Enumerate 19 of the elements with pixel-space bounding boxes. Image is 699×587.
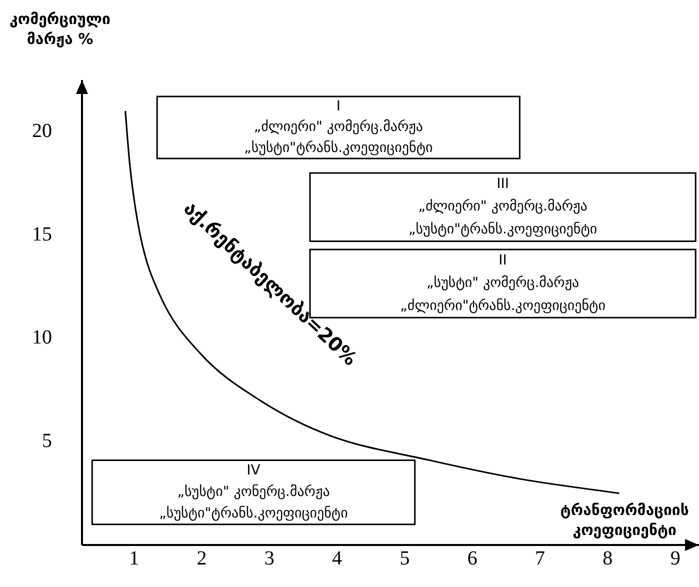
y-tick-label: 15 xyxy=(32,223,52,246)
annotation: II „სუსტი" კომერც.მარჟა „ძლიერი"ტრანს.კოეფიციენტი xyxy=(400,252,606,314)
annotation: IV „სუსტი" კონერც.მარჟა „სუსტი"ტრანს.კოეფიციენტი xyxy=(159,462,348,522)
annotation: III „ძლიერი" კომერც.მარჟა „სუსტი"ტრანს.კოეფიციენტი xyxy=(408,176,598,238)
x-tick-label: 7 xyxy=(535,547,546,570)
annotation: I „ძლიერი" კომერც.მარჟა „სუსტი"ტრანს.კოეფიციენტი xyxy=(244,98,433,156)
x-axis-title: ტრანფორმაციის კოეფიციენტი xyxy=(560,500,689,539)
x-tick-label: 1 xyxy=(129,547,140,570)
x-tick-label: 8 xyxy=(602,547,613,570)
y-tick-label: 5 xyxy=(42,430,52,452)
x-tick-label: 6 xyxy=(467,547,478,570)
x-tick-label: 5 xyxy=(400,547,410,570)
x-tick-label: 4 xyxy=(332,547,342,570)
y-axis-title: კომერციული მარჟა % xyxy=(10,10,110,48)
x-tick-label: 3 xyxy=(264,547,274,570)
x-tick-label: 2 xyxy=(196,547,207,570)
y-tick-label: 10 xyxy=(32,326,52,349)
y-tick-label: 20 xyxy=(32,120,52,142)
x-tick-label: 9 xyxy=(670,547,680,570)
